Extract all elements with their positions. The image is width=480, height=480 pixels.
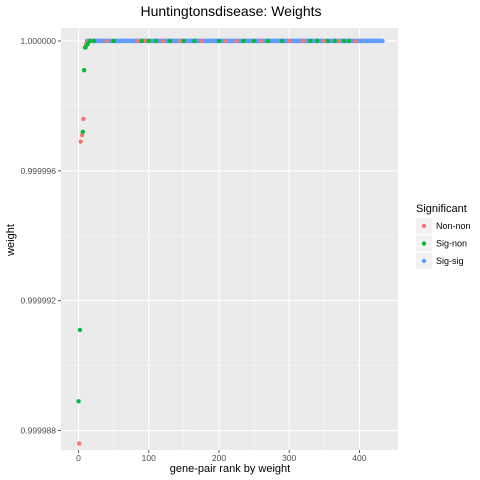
point-sig-non: [91, 38, 97, 44]
point-non-non: [136, 38, 141, 44]
point-non-non: [301, 38, 306, 44]
point-sig-non: [80, 129, 85, 135]
minor-gridlines: [61, 28, 398, 450]
point-sig-non: [181, 38, 187, 44]
point-sig-non: [251, 38, 257, 44]
y-tick-label: 0.999992: [21, 296, 57, 306]
point-sig-non: [83, 45, 88, 50]
plot-panel: [61, 28, 398, 450]
point-non-non: [199, 38, 204, 44]
legend-label: Sig-non: [436, 239, 467, 249]
point-non-non: [258, 38, 264, 44]
point-sig-non: [146, 38, 151, 44]
data-points: [76, 38, 385, 446]
x-axis-title: gene-pair rank by weight: [170, 463, 290, 475]
x-tick-label: 0: [76, 453, 81, 463]
legend-swatch: [421, 241, 427, 246]
point-sig-non: [325, 38, 330, 44]
point-non-non: [160, 38, 166, 44]
point-non-non: [143, 38, 148, 44]
point-sig-non: [241, 38, 246, 44]
point-sig-non: [81, 68, 87, 73]
x-tick-label: 100: [142, 453, 156, 463]
point-non-non: [223, 38, 229, 44]
point-sig-non: [315, 38, 320, 44]
point-non-non: [104, 38, 109, 44]
point-sig-non: [346, 38, 352, 44]
point-sig-non: [332, 38, 338, 44]
point-non-non: [77, 441, 82, 446]
point-non-non: [78, 139, 83, 144]
point-non-non: [322, 38, 327, 44]
point-sig-non: [153, 38, 158, 44]
point-sig-non: [167, 38, 173, 44]
point-sig-sig: [380, 38, 385, 44]
point-sig-non: [77, 327, 83, 333]
legend-title: Significant: [416, 203, 467, 215]
point-sig-non: [265, 38, 271, 44]
point-sig-non: [216, 38, 222, 44]
point-non-non: [286, 38, 292, 44]
y-axis-ticks: 0.999988 0.999992 0.999996 1.000000: [21, 36, 61, 436]
point-non-non: [81, 116, 86, 122]
point-sig-non: [111, 38, 116, 44]
x-tick-label: 300: [282, 453, 296, 463]
x-axis-ticks: 0 100 200 300 400: [76, 450, 367, 463]
y-tick-label: 0.999996: [21, 166, 57, 176]
legend-swatch: [421, 258, 427, 264]
legend-label: Non-non: [436, 221, 471, 231]
point-non-non: [234, 38, 239, 44]
point-non-non: [353, 38, 359, 44]
point-sig-non: [87, 38, 92, 44]
y-tick-label: 1.000000: [21, 36, 57, 46]
point-non-non: [336, 38, 341, 44]
point-sig-non: [76, 399, 81, 404]
x-tick-label: 200: [212, 453, 226, 463]
point-non-non: [178, 38, 183, 44]
point-sig-non: [192, 38, 197, 44]
y-tick-label: 0.999988: [21, 426, 57, 436]
point-sig-non: [85, 42, 90, 47]
major-gridlines: [61, 28, 398, 450]
legend-label: Sig-sig: [436, 256, 464, 266]
legend: Significant Non-non Sig-non Sig-sig: [416, 203, 471, 269]
x-tick-label: 400: [352, 453, 366, 463]
chart-title: Huntingtonsdisease: Weights: [140, 3, 321, 19]
point-sig-non: [308, 38, 313, 44]
legend-swatch: [421, 223, 427, 229]
point-sig-non: [139, 38, 144, 44]
point-sig-non: [279, 38, 285, 44]
y-axis-title: weight: [5, 224, 17, 257]
point-sig-non: [341, 38, 347, 44]
